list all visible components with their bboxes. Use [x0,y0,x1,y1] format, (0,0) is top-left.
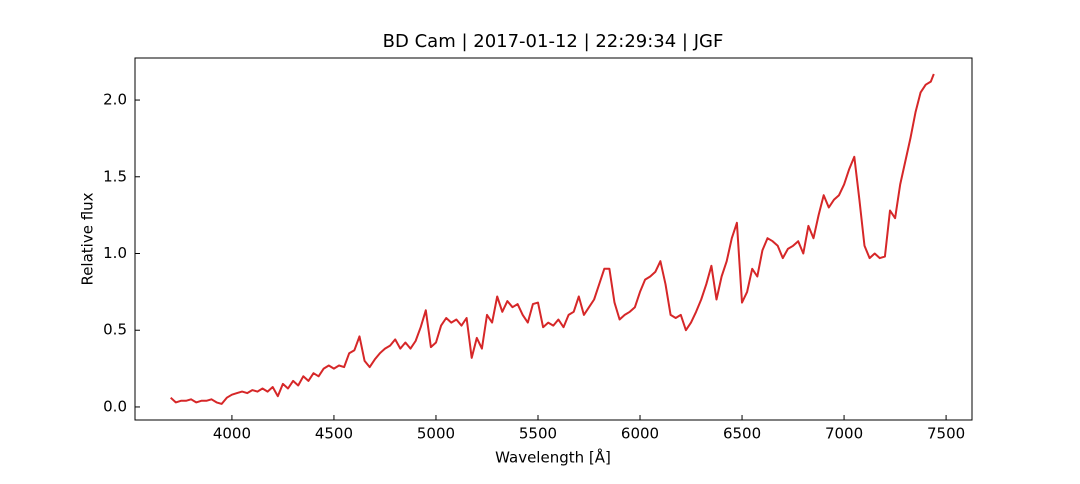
x-tick-label: 6500 [723,425,761,443]
x-tick-label: 5000 [417,425,455,443]
x-tick-label: 4500 [315,425,353,443]
x-tick-label: 7500 [927,425,965,443]
spectrum-line [170,73,935,405]
x-tick-label: 6000 [621,425,659,443]
y-tick-label: 0.5 [103,321,127,339]
y-tick-label: 1.0 [103,244,127,262]
x-tick-label: 7000 [825,425,863,443]
x-axis-label: Wavelength [Å] [495,448,611,467]
y-axis-label: Relative flux [79,192,97,285]
x-tick-label: 5500 [519,425,557,443]
chart-title: BD Cam | 2017-01-12 | 22:29:34 | JGF [383,31,724,52]
x-tick-label: 4000 [213,425,251,443]
y-tick-label: 1.5 [103,167,127,185]
y-tick-label: 0.0 [103,397,127,415]
plot-frame [134,57,973,421]
y-tick-label: 2.0 [103,91,127,109]
